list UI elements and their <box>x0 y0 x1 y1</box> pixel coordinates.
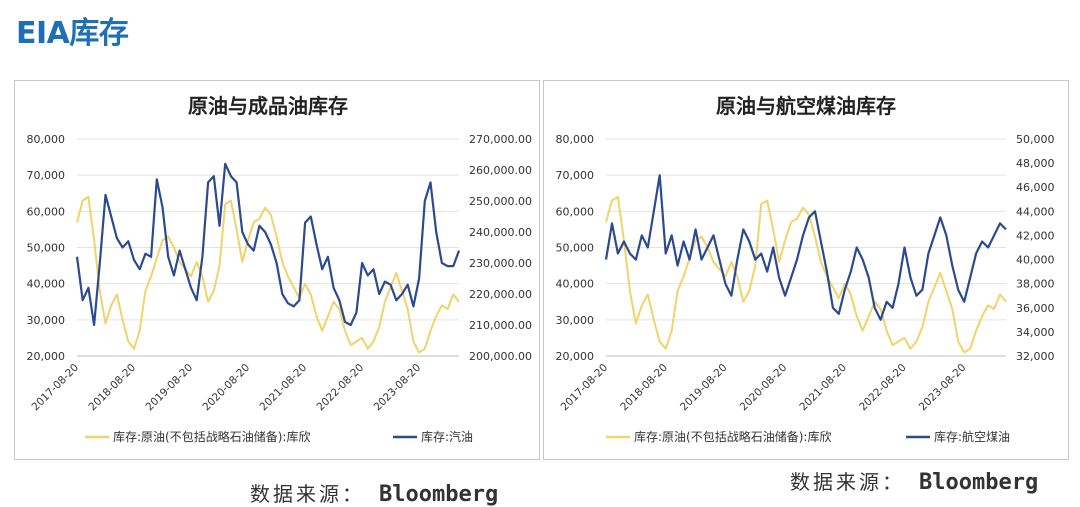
x-tick-label: 2019-08-20 <box>678 362 730 414</box>
x-tick-label: 2020-08-20 <box>201 362 253 414</box>
series-line-secondary <box>75 162 461 327</box>
y-right-tick-label: 260,000.00 <box>469 164 532 177</box>
y-left-tick-label: 70,000 <box>27 169 66 182</box>
chart-crude-products: 原油与成品油库存 20,000 30,000 40,000 50,000 60,000 70… <box>27 94 532 444</box>
x-tick-label: 2019-08-20 <box>144 362 196 414</box>
x-tick-label: 2023-08-20 <box>372 362 424 414</box>
y-right-tick-label: 50,000 <box>1016 133 1055 146</box>
x-tick-label: 2018-08-20 <box>618 362 670 414</box>
legend-label: 库存:原油(不包括战略石油储备):库欣 <box>113 429 310 444</box>
data-source-left: 数据来源： Bloomberg <box>250 478 498 507</box>
x-tick-label: 2018-08-20 <box>87 362 139 414</box>
legend-label: 库存:航空煤油 <box>934 429 1010 444</box>
chart-crude-jet: 原油与航空煤油库存 20,000 30,000 40,000 50,000 60,000 7… <box>556 94 1055 444</box>
y-left-tick-label: 80,000 <box>556 133 595 146</box>
data-source-right: 数据来源： Bloomberg <box>790 466 1038 495</box>
page-title: EIA库存 <box>16 16 129 51</box>
y-left-tick-label: 20,000 <box>556 350 595 363</box>
source-value: Bloomberg <box>919 470 1039 495</box>
series-line-primary <box>76 195 460 354</box>
series-line-primary <box>605 195 1007 354</box>
x-tick-label: 2023-08-20 <box>917 362 969 414</box>
y-right-tick-label: 42,000 <box>1016 229 1055 242</box>
y-left-tick-label: 70,000 <box>556 169 595 182</box>
y-left-tick-label: 40,000 <box>27 278 66 291</box>
y-right-tick-label: 240,000.00 <box>469 226 532 239</box>
y-right-tick-label: 40,000 <box>1016 254 1055 267</box>
y-left-tick-label: 60,000 <box>27 205 66 218</box>
y-right-tick-label: 48,000 <box>1016 157 1055 170</box>
source-label: 数据来源： <box>790 470 905 494</box>
y-left-tick-label: 30,000 <box>556 314 595 327</box>
chart-panel-crude-products: 原油与成品油库存 20,000 30,000 40,000 50,000 60,000 70… <box>14 80 540 460</box>
y-left-tick-label: 20,000 <box>27 350 66 363</box>
source-value: Bloomberg <box>379 482 499 507</box>
x-tick-label: 2020-08-20 <box>738 362 790 414</box>
y-left-tick-label: 60,000 <box>556 205 595 218</box>
x-tick-label: 2022-08-20 <box>315 362 367 414</box>
y-right-tick-label: 220,000.00 <box>469 288 532 301</box>
chart-title: 原油与成品油库存 <box>188 94 348 118</box>
y-right-tick-label: 44,000 <box>1016 205 1055 218</box>
y-right-tick-label: 32,000 <box>1016 350 1055 363</box>
series-line-secondary <box>604 174 1007 321</box>
legend-label: 库存:汽油 <box>421 429 473 444</box>
y-right-tick-label: 230,000.00 <box>469 257 532 270</box>
chart-title: 原油与航空煤油库存 <box>716 94 896 118</box>
y-right-tick-label: 34,000 <box>1016 326 1055 339</box>
x-tick-label: 2017-08-20 <box>29 362 81 414</box>
y-right-tick-label: 46,000 <box>1016 181 1055 194</box>
y-right-tick-label: 210,000.00 <box>469 319 532 332</box>
y-right-tick-label: 38,000 <box>1016 278 1055 291</box>
y-left-tick-label: 50,000 <box>556 242 595 255</box>
y-left-tick-label: 30,000 <box>27 314 66 327</box>
y-right-tick-label: 200,000.00 <box>469 350 532 363</box>
x-tick-label: 2017-08-20 <box>559 362 611 414</box>
source-label: 数据来源： <box>250 482 365 506</box>
y-left-tick-label: 80,000 <box>27 133 66 146</box>
x-tick-label: 2021-08-20 <box>258 362 310 414</box>
chart-panel-crude-jet: 原油与航空煤油库存 20,000 30,000 40,000 50,000 60,000 7… <box>543 80 1069 460</box>
x-tick-label: 2022-08-20 <box>857 362 909 414</box>
x-tick-label: 2021-08-20 <box>797 362 849 414</box>
y-right-tick-label: 270,000.00 <box>469 133 532 146</box>
legend-label: 库存:原油(不包括战略石油储备):库欣 <box>634 429 831 444</box>
y-right-tick-label: 250,000.00 <box>469 195 532 208</box>
y-right-tick-label: 36,000 <box>1016 302 1055 315</box>
y-left-tick-label: 40,000 <box>556 278 595 291</box>
y-left-tick-label: 50,000 <box>27 242 66 255</box>
